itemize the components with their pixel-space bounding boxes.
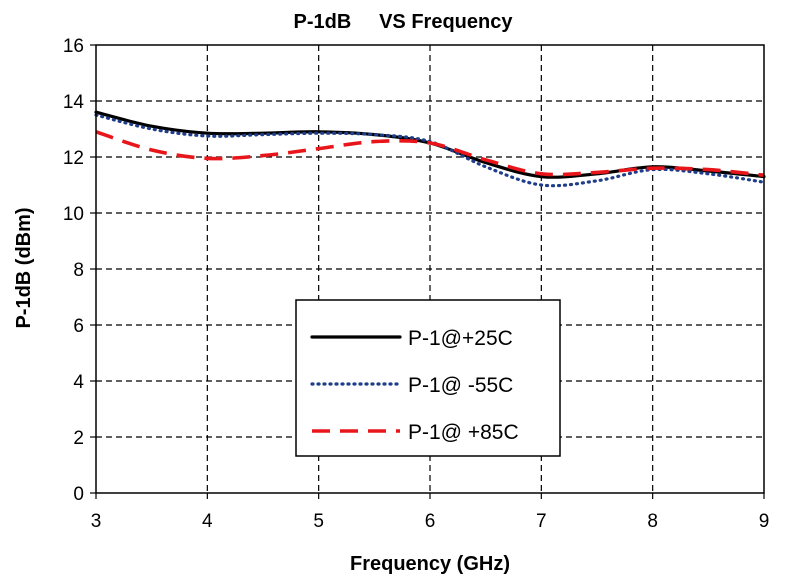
y-tick-label: 2: [73, 428, 84, 449]
y-tick-label: 8: [73, 260, 84, 281]
y-tick-label: 6: [73, 316, 84, 337]
legend-label-2: P-1@ -55C: [408, 374, 513, 397]
legend: P-1@+25C P-1@ -55C P-1@ +85C: [295, 299, 561, 457]
x-tick-label: 3: [91, 511, 102, 532]
x-tick-label: 6: [425, 511, 436, 532]
y-tick-label: 10: [63, 204, 84, 225]
y-tick-label: 16: [63, 36, 84, 57]
series-lines: [94, 110, 766, 188]
x-tick-label: 4: [202, 511, 213, 532]
legend-label-1: P-1@+25C: [408, 327, 513, 350]
chart-title: P-1dB VS Frequency: [294, 11, 514, 33]
y-axis-title: P-1dB (dBm): [13, 207, 35, 328]
x-tick-label: 9: [759, 511, 770, 532]
y-tick-label: 12: [63, 148, 84, 169]
x-tick-label: 8: [647, 511, 658, 532]
series-line-3: [95, 130, 765, 177]
x-axis-title: Frequency (GHz): [350, 553, 510, 575]
y-tick-label: 4: [73, 372, 84, 393]
x-tick-label: 5: [313, 511, 324, 532]
y-tick-label: 14: [63, 92, 85, 113]
tick-labels: 3 4 5 6 7 8 9 0 2 4 6 8 10 12 14 16: [63, 36, 769, 532]
y-tick-label: 0: [73, 484, 84, 505]
x-tick-label: 7: [536, 511, 547, 532]
legend-label-3: P-1@ +85C: [408, 421, 519, 444]
